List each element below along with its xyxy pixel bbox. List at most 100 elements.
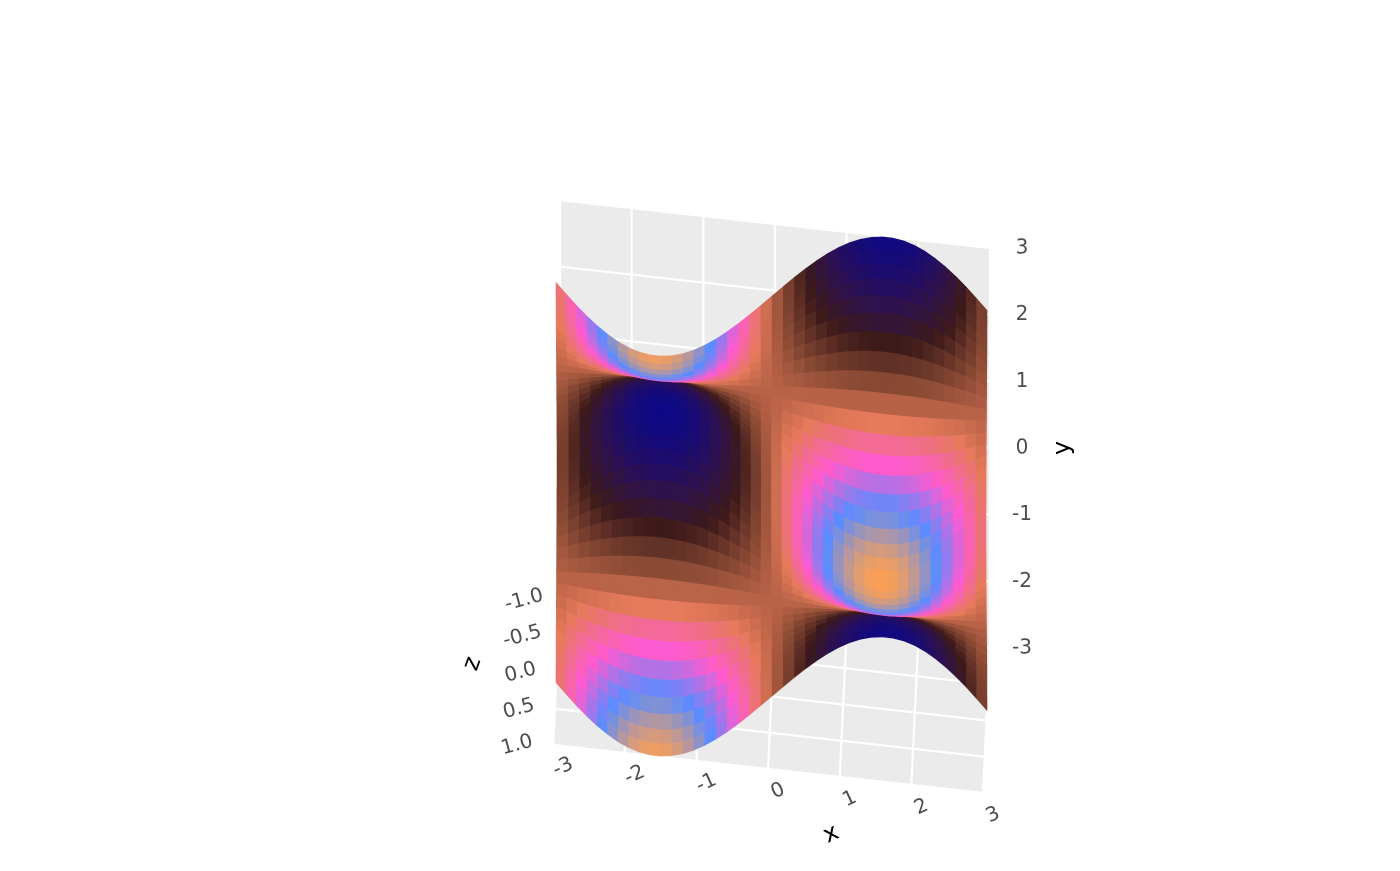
- surface-patch: [857, 350, 870, 372]
- surface-patch: [611, 483, 624, 504]
- surface-patch: [686, 504, 699, 528]
- surface-patch: [749, 605, 762, 620]
- surface-patch: [600, 502, 613, 524]
- surface-patch: [638, 739, 651, 756]
- surface-patch: [847, 350, 860, 372]
- surface-patch: [631, 575, 644, 599]
- surface-patch: [649, 712, 662, 731]
- grid-line-back-y: [559, 198, 991, 250]
- surface-patch: [877, 413, 890, 436]
- surface-patch: [727, 588, 740, 606]
- surface-patch: [641, 576, 654, 600]
- surface-patch: [911, 356, 924, 380]
- surface-patch: [868, 350, 881, 373]
- surface-patch: [857, 370, 870, 393]
- surface-patch: [674, 559, 687, 583]
- surface-patch: [964, 419, 977, 436]
- z-axis-title: z: [456, 652, 487, 673]
- surface-patch: [566, 571, 579, 588]
- surface-patch: [682, 694, 695, 714]
- surface-patch: [673, 621, 686, 643]
- surface-patch: [856, 390, 869, 413]
- surface-patch: [886, 604, 899, 610]
- surface-patch: [889, 393, 902, 417]
- surface-patch: [814, 353, 827, 373]
- surface-patch: [864, 525, 877, 544]
- surface-patch: [814, 370, 827, 389]
- surface-patch: [886, 612, 899, 616]
- surface-patch: [567, 543, 579, 560]
- surface-patch: [599, 537, 612, 557]
- surface-patch: [705, 638, 718, 659]
- surface-patch: [824, 405, 837, 427]
- surface-patch: [556, 571, 568, 586]
- surface-patch: [660, 355, 672, 365]
- surface-patch: [875, 543, 887, 560]
- surface-patch: [696, 563, 708, 586]
- surface-patch: [878, 392, 891, 416]
- surface-patch: [847, 313, 860, 334]
- surface-patch: [654, 516, 667, 539]
- surface-patch: [876, 474, 889, 495]
- surface-patch: [610, 518, 623, 539]
- surface-patch: [885, 558, 898, 572]
- surface-patch: [826, 317, 839, 338]
- surface-patch: [888, 435, 901, 457]
- surface-patch: [896, 568, 909, 582]
- surface-patch: [814, 337, 827, 357]
- surface-patch: [813, 403, 826, 424]
- surface-patch: [886, 528, 899, 546]
- surface-patch: [717, 586, 729, 606]
- surface-patch: [738, 590, 751, 607]
- surface-patch: [932, 381, 945, 403]
- surface-patch: [865, 508, 877, 529]
- y-axis-title: y: [1047, 441, 1075, 455]
- surface-patch: [666, 464, 678, 485]
- surface-patch: [910, 416, 923, 438]
- surface-patch: [890, 352, 903, 376]
- surface-patch: [920, 436, 933, 457]
- surface-patch: [844, 447, 857, 471]
- surface-patch: [656, 401, 668, 413]
- surface-patch: [886, 512, 899, 530]
- surface-patch: [890, 332, 903, 356]
- surface-patch: [870, 294, 882, 314]
- surface-patch: [900, 354, 913, 378]
- surface-patch: [901, 334, 914, 358]
- surface-patch: [634, 421, 647, 437]
- surface-patch: [684, 581, 697, 604]
- surface-patch: [598, 590, 611, 612]
- surface-patch: [781, 386, 794, 401]
- surface-patch: [634, 448, 646, 466]
- surface-patch: [705, 621, 718, 641]
- surface-patch: [619, 613, 632, 637]
- surface-patch: [897, 511, 910, 530]
- surface-patch: [664, 537, 677, 561]
- surface-patch: [639, 693, 652, 714]
- surface-patch: [622, 498, 635, 519]
- surface-patch: [660, 369, 673, 375]
- surface-patch: [556, 545, 568, 561]
- x-axis-title: x: [818, 817, 843, 848]
- surface-patch: [867, 391, 880, 414]
- surface-patch: [599, 555, 612, 575]
- surface-patch: [630, 615, 643, 639]
- surface-patch: [728, 572, 740, 592]
- surface-patch: [633, 463, 646, 482]
- surface-patch: [888, 414, 901, 437]
- surface-patch: [931, 418, 944, 438]
- x-tick-label: 1: [838, 784, 860, 811]
- surface-patch: [675, 539, 688, 563]
- surface-patch: [620, 574, 633, 597]
- surface-patch: [727, 604, 740, 622]
- surface-patch: [953, 403, 966, 421]
- surface-patch: [803, 607, 816, 614]
- surface-patch: [644, 480, 657, 499]
- surface-patch: [645, 387, 657, 395]
- surface-patch: [803, 371, 816, 389]
- y-tick-label: 0: [1016, 435, 1029, 459]
- surface-patch: [879, 351, 892, 374]
- z-tick-label: -0.5: [500, 618, 544, 651]
- surface-patch: [649, 728, 662, 745]
- surface-patch: [672, 641, 685, 662]
